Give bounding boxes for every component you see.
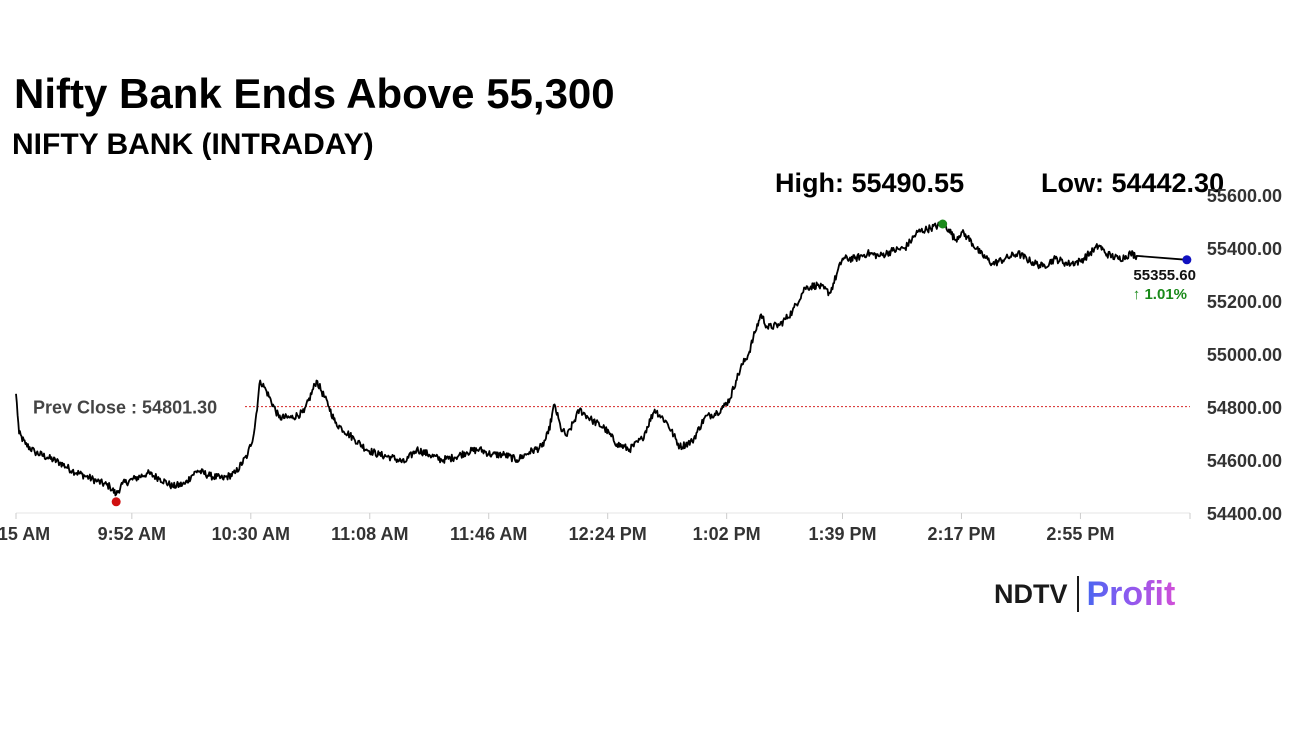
y-tick-label: 55000.00 — [1207, 345, 1282, 365]
x-tick-label: 9:52 AM — [98, 524, 166, 544]
low-value-label: Low: 54442.30 — [1041, 168, 1225, 198]
change-percent-label: ↑ 1.01% — [1133, 286, 1187, 303]
high-marker — [938, 219, 948, 229]
x-tick-label: 11:08 AM — [331, 524, 408, 544]
y-tick-label: 54600.00 — [1207, 451, 1282, 471]
high-value-label: High: 55490.55 — [775, 168, 965, 198]
ndtv-profit-logo: NDTV Profit — [994, 572, 1175, 616]
prev-close-label: Prev Close : 54801.30 — [33, 398, 217, 418]
x-tick-label: 11:46 AM — [450, 524, 527, 544]
chart-title: Nifty Bank Ends Above 55,300 — [14, 70, 615, 117]
price-line — [15, 221, 1187, 497]
logo-ndtv-text: NDTV — [994, 578, 1068, 609]
chart-subtitle: NIFTY BANK (INTRADAY) — [12, 128, 374, 161]
last-price-marker — [1182, 255, 1192, 265]
x-tick-label: 2:55 PM — [1046, 524, 1114, 544]
x-tick-label: 1:39 PM — [808, 524, 876, 544]
logo-divider — [1076, 576, 1079, 612]
x-tick-label: 10:30 AM — [212, 524, 290, 544]
x-tick-label: 12:24 PM — [569, 524, 647, 544]
y-tick-label: 54800.00 — [1207, 398, 1282, 418]
y-tick-label: 54400.00 — [1207, 504, 1282, 524]
logo-profit-text: Profit — [1086, 574, 1176, 613]
last-price-label: 55355.60 — [1133, 267, 1196, 284]
x-tick-label: 1:02 PM — [693, 524, 761, 544]
x-tick-label: 9:15 AM — [0, 524, 50, 544]
y-tick-label: 55200.00 — [1207, 292, 1282, 312]
y-tick-label: 55600.00 — [1207, 186, 1282, 206]
x-tick-label: 2:17 PM — [927, 524, 995, 544]
low-marker — [111, 497, 121, 507]
y-tick-label: 55400.00 — [1207, 239, 1282, 259]
